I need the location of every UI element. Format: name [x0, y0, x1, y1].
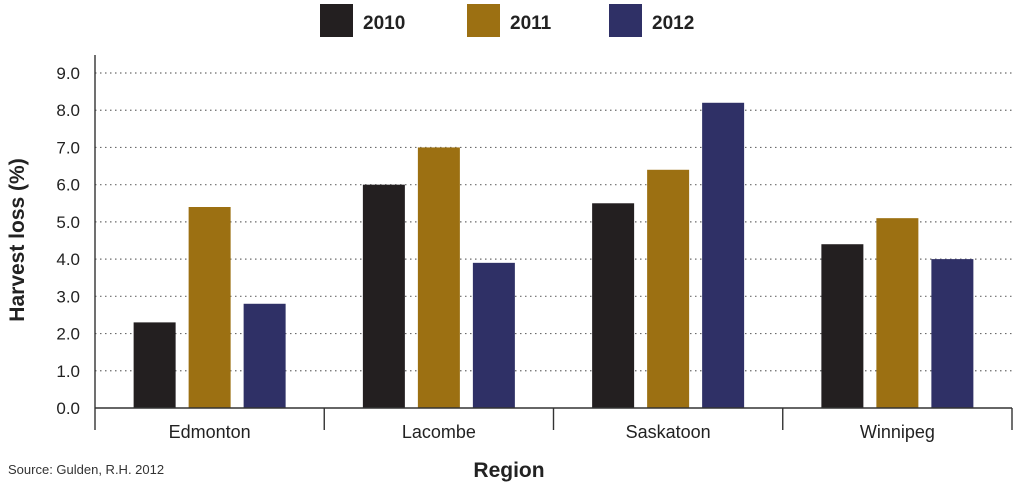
y-tick-label: 7.0 [56, 138, 80, 157]
x-category-label: Edmonton [169, 422, 251, 442]
x-category-label: Winnipeg [860, 422, 935, 442]
bar-2010-saskatoon [592, 203, 635, 408]
y-tick-label: 8.0 [56, 101, 80, 120]
bar-2011-saskatoon [647, 169, 690, 408]
y-tick-label: 9.0 [56, 64, 80, 83]
bar-2012-lacombe [472, 262, 515, 408]
bar-2012-edmonton [243, 303, 286, 408]
legend-label: 2010 [363, 13, 405, 34]
y-tick-label: 0.0 [56, 399, 80, 418]
y-tick-label: 3.0 [56, 287, 80, 306]
bar-2012-saskatoon [702, 102, 745, 409]
source-note: Source: Gulden, R.H. 2012 [8, 462, 164, 477]
y-tick-label: 6.0 [56, 176, 80, 195]
y-tick-label: 1.0 [56, 362, 80, 381]
bar-2010-lacombe [362, 184, 405, 408]
bar-2010-edmonton [133, 322, 176, 408]
bar-2010-winnipeg [821, 244, 864, 408]
legend-swatch [609, 4, 642, 37]
bars [133, 102, 974, 409]
y-axis-ticks: 0.0 1.0 2.0 3.0 4.0 5.0 6.0 7.0 8.0 9.0 [56, 55, 96, 418]
y-axis-title: Harvest loss (%) [6, 158, 29, 321]
gridlines [95, 72, 1012, 372]
bar-2011-winnipeg [876, 218, 919, 408]
x-category-label: Saskatoon [626, 422, 711, 442]
legend-label: 2012 [652, 13, 694, 34]
x-axis-title: Region [473, 459, 544, 482]
legend-label: 2011 [510, 13, 552, 34]
x-category-label: Lacombe [402, 422, 476, 442]
legend-swatch [467, 4, 500, 37]
legend-swatch [320, 4, 353, 37]
y-tick-label: 2.0 [56, 325, 80, 344]
y-tick-label: 4.0 [56, 250, 80, 269]
x-axis: Edmonton Lacombe Saskatoon Winnipeg [94, 407, 1013, 442]
bar-2011-lacombe [417, 147, 460, 408]
y-tick-label: 5.0 [56, 213, 80, 232]
bar-2011-edmonton [188, 207, 231, 408]
bar-2012-winnipeg [931, 259, 974, 408]
legend: 2010 2011 2012 [320, 4, 694, 37]
